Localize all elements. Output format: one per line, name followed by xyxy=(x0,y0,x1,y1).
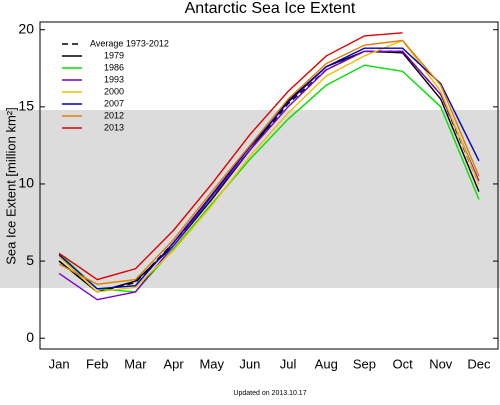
legend-label: 1979 xyxy=(104,50,124,60)
legend-label: 2012 xyxy=(104,110,124,120)
legend-label: 2013 xyxy=(104,122,124,132)
y-tick-label: 0 xyxy=(26,329,34,345)
legend-label: Average 1973-2012 xyxy=(90,38,169,48)
y-tick-label: 20 xyxy=(18,20,34,36)
y-tick-label: 15 xyxy=(18,98,34,114)
x-tick-label: Aug xyxy=(315,356,338,371)
series-line xyxy=(58,39,480,285)
x-tick-label: Sep xyxy=(353,356,376,371)
series-line xyxy=(58,50,480,301)
x-tick-label: Jul xyxy=(280,356,297,371)
x-tick-label: May xyxy=(199,356,224,371)
series-line xyxy=(58,32,403,281)
x-tick-label: Nov xyxy=(429,356,453,371)
x-tick-label: Apr xyxy=(163,356,184,371)
x-tick-label: Feb xyxy=(86,356,108,371)
x-tick-label: Jan xyxy=(49,356,70,371)
series-line xyxy=(58,47,480,290)
x-tick-label: Mar xyxy=(124,356,147,371)
watermark-band xyxy=(0,110,500,288)
legend-label: 2007 xyxy=(104,98,124,108)
chart-title: Antarctic Sea Ice Extent xyxy=(185,0,356,17)
plot-frame xyxy=(39,21,499,350)
y-tick-label: 10 xyxy=(18,175,34,191)
legend-label: 2000 xyxy=(104,86,124,96)
footer: Updated on 2013.10.17 xyxy=(233,390,306,397)
x-tick-label: Dec xyxy=(467,356,491,371)
series-line xyxy=(58,64,480,293)
y-tick-label: 5 xyxy=(26,252,34,268)
x-tick-label: Oct xyxy=(392,356,413,371)
legend-label: 1986 xyxy=(104,62,124,72)
legend-label: 1993 xyxy=(104,74,124,84)
x-tick-label: Jun xyxy=(239,356,260,371)
y-axis-label: Sea Ice Extent [million km²] xyxy=(3,107,18,265)
